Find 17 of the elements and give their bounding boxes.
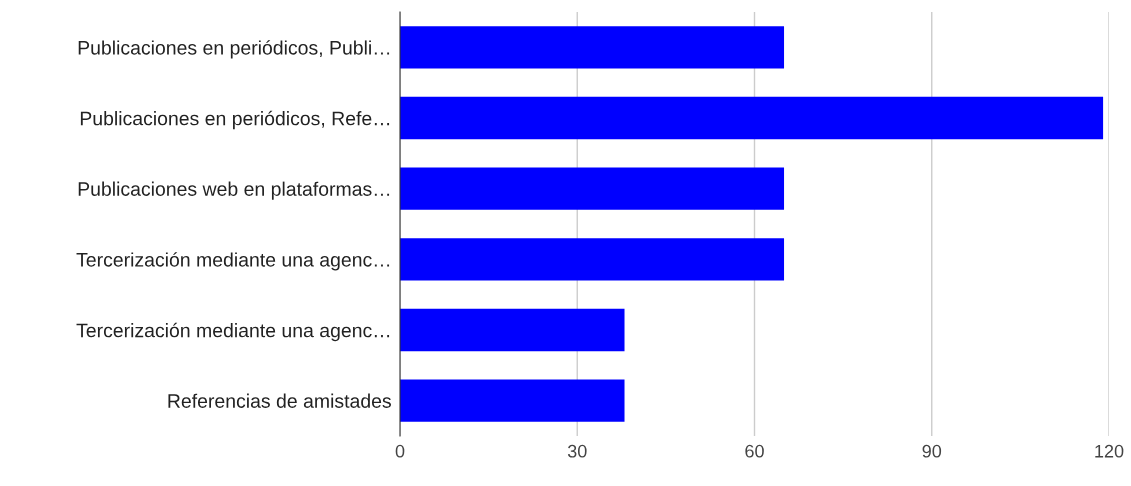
x-tick-label: 0	[395, 444, 405, 458]
y-tick-label: Publicaciones en periódicos, Publi…	[78, 40, 390, 59]
bar	[400, 379, 625, 422]
bar	[400, 238, 785, 281]
y-tick-label: Tercerización mediante una agenc…	[76, 322, 390, 342]
bar	[400, 167, 785, 210]
x-tick-label: 60	[745, 444, 764, 458]
x-tick-label: 90	[922, 444, 942, 458]
x-tick-label: 30	[567, 444, 587, 458]
bar	[400, 26, 785, 69]
bar	[400, 308, 625, 352]
x-tick-label: 120	[1095, 444, 1124, 458]
y-tick-label: Publicaciones web en plataformas…	[78, 181, 390, 200]
y-tick-label: Publicaciones en periódicos, Refe…	[80, 110, 390, 130]
bar	[400, 96, 1104, 140]
y-tick-label: Referencias de amistades	[168, 393, 391, 408]
y-tick-label: Tercerización mediante una agenc…	[76, 252, 390, 271]
